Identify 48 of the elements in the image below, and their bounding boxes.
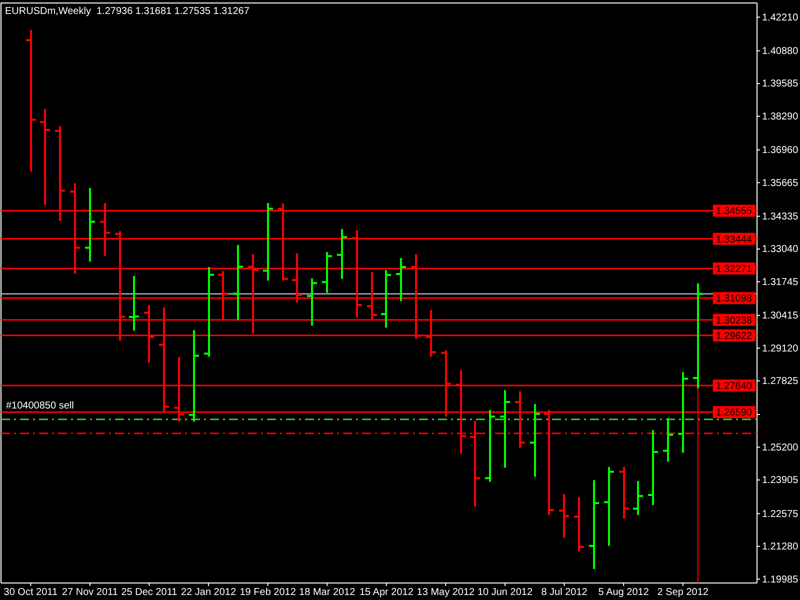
y-tick-label: 1.33040 xyxy=(762,244,799,256)
y-tick-label: 1.23905 xyxy=(762,475,799,486)
y-tick-label: 1.30415 xyxy=(762,310,799,322)
y-tick-label: 1.40880 xyxy=(762,46,799,57)
candlestick xyxy=(307,277,317,327)
y-tick-label: 1.34335 xyxy=(762,211,799,222)
candlestick xyxy=(396,257,406,302)
candlestick xyxy=(633,480,643,516)
y-tick-label: 1.19985 xyxy=(762,574,799,586)
chart-title: EURUSDm,Weekly 1.27936 1.31681 1.27535 1.31267 xyxy=(5,6,250,17)
y-tick-label: 1.35665 xyxy=(762,178,799,189)
x-tick-label: 5 Aug 2012 xyxy=(598,587,650,598)
ref-line-label: 1.31098 xyxy=(716,294,752,305)
candlestick xyxy=(40,108,50,206)
x-tick-label: 15 Apr 2012 xyxy=(359,587,414,598)
x-tick-label: 25 Dec 2011 xyxy=(121,587,178,598)
y-tick-label: 1.25200 xyxy=(762,442,799,454)
y-tick-label: 1.39585 xyxy=(762,78,799,90)
y-tick-label: 1.36960 xyxy=(762,145,799,156)
candlestick xyxy=(663,417,673,463)
ref-line-label: 1.30238 xyxy=(716,315,752,326)
x-tick-label: 2 Sep 2012 xyxy=(657,587,709,598)
y-tick-label: 1.31745 xyxy=(762,276,799,288)
candlestick xyxy=(500,389,510,469)
ref-line-label: 1.26590 xyxy=(716,408,752,419)
ref-line-label: 1.33444 xyxy=(716,234,752,246)
y-tick-label: 1.29120 xyxy=(762,343,799,354)
x-tick-label: 30 Oct 2011 xyxy=(4,587,58,598)
ref-line-label: 1.34555 xyxy=(716,206,752,218)
ref-line-label: 1.27640 xyxy=(716,381,752,392)
candlestick xyxy=(129,275,139,332)
x-tick-label: 19 Feb 2012 xyxy=(240,587,296,598)
x-tick-label: 22 Jan 2012 xyxy=(181,587,236,598)
ref-line-label: #10400850 sell xyxy=(6,400,74,412)
y-tick-label: 1.42210 xyxy=(762,12,799,24)
x-tick-label: 10 Jun 2012 xyxy=(477,587,533,598)
candlestick xyxy=(337,228,347,280)
x-tick-label: 13 May 2012 xyxy=(416,587,476,598)
ref-line-label: 1.32271 xyxy=(716,264,752,275)
y-tick-label: 1.21280 xyxy=(762,542,799,553)
y-tick-label: 1.27825 xyxy=(762,376,799,388)
y-tick-label: 1.38290 xyxy=(762,111,799,122)
candlestick xyxy=(559,493,569,539)
x-tick-label: 27 Nov 2011 xyxy=(62,587,118,598)
x-tick-label: 8 Jul 2012 xyxy=(541,587,588,598)
ref-line-label: 1.29622 xyxy=(716,330,752,342)
x-tick-label: 18 Mar 2012 xyxy=(299,587,356,598)
y-tick-label: 1.22575 xyxy=(762,508,799,520)
